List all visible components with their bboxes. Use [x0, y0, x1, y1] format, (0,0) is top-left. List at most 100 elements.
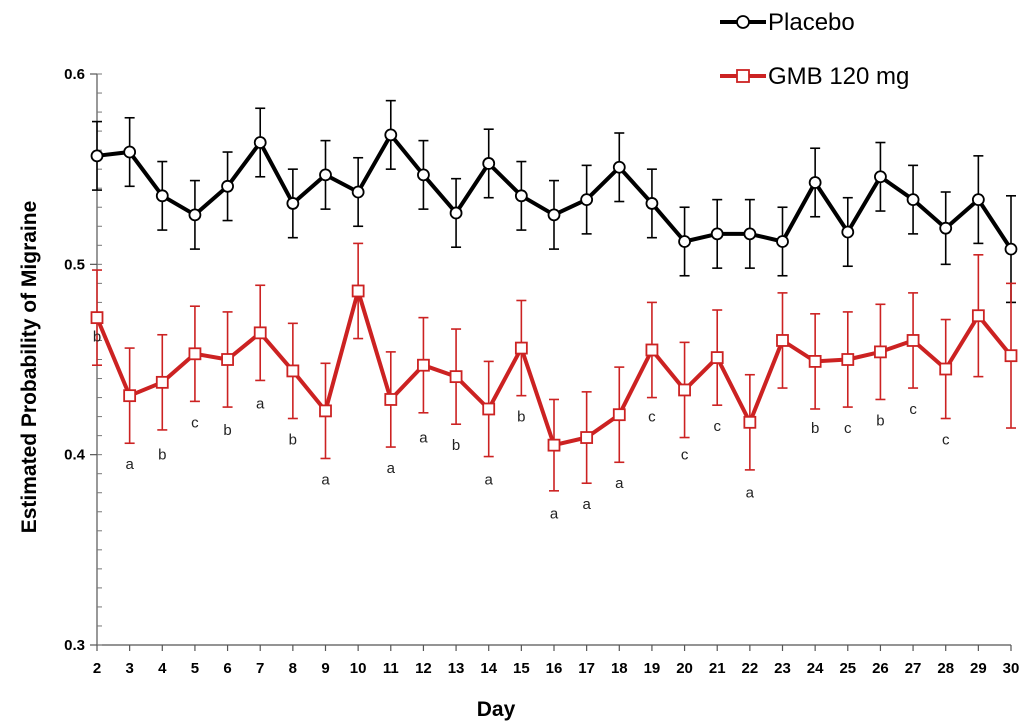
- data-point: [776, 334, 789, 347]
- data-point: [514, 189, 528, 203]
- x-tick-label: 13: [448, 660, 465, 677]
- data-point: [253, 326, 267, 340]
- x-tick-label: 23: [774, 660, 791, 677]
- data-point: [1004, 242, 1018, 256]
- legend-label: GMB 120 mg: [768, 63, 909, 90]
- data-point: [939, 362, 953, 376]
- data-point: [874, 345, 887, 359]
- data-point: [384, 128, 398, 142]
- data-point: [449, 370, 463, 384]
- significance-letter: a: [746, 485, 755, 502]
- data-point: [612, 408, 626, 422]
- data-point: [906, 193, 920, 207]
- data-point: [645, 343, 659, 357]
- data-point: [351, 185, 365, 199]
- data-point: [319, 168, 332, 182]
- data-point: [580, 431, 594, 444]
- significance-letter: c: [942, 431, 950, 448]
- y-tick-label: 0.3: [64, 637, 85, 654]
- x-tick-label: 4: [158, 660, 167, 677]
- data-point: [547, 208, 561, 222]
- significance-letter: a: [256, 395, 265, 412]
- data-point: [1004, 349, 1018, 363]
- x-tick-label: 9: [321, 660, 329, 677]
- significance-letter: a: [321, 471, 330, 488]
- y-tick-label: 0.6: [64, 66, 85, 83]
- data-point: [90, 149, 104, 163]
- legend-label: Placebo: [768, 9, 855, 36]
- data-point: [417, 168, 430, 182]
- y-tick-label: 0.5: [64, 256, 85, 273]
- x-tick-label: 5: [191, 660, 199, 677]
- legend-item-gmb-120mg: GMB 120 mg: [720, 63, 909, 90]
- significance-letter: a: [419, 430, 428, 447]
- significance-letter: b: [811, 420, 819, 437]
- x-tick-label: 18: [611, 660, 628, 677]
- data-point: [971, 309, 985, 323]
- significance-letter: b: [289, 431, 297, 448]
- data-point: [221, 353, 234, 366]
- data-point: [971, 193, 985, 207]
- x-tick-label: 16: [546, 660, 563, 677]
- data-point: [286, 197, 300, 210]
- data-point: [710, 227, 724, 241]
- data-point: [384, 393, 398, 406]
- y-axis-title: Estimated Probability of Migraine: [18, 201, 41, 534]
- significance-letter: b: [223, 422, 231, 439]
- data-point: [319, 404, 332, 418]
- series-placebo: [90, 99, 1018, 304]
- data-point: [188, 208, 202, 222]
- data-point: [482, 402, 496, 416]
- data-point: [939, 221, 953, 235]
- data-point: [90, 311, 104, 325]
- x-tick-label: 3: [125, 660, 133, 677]
- x-axis-title: Day: [477, 698, 516, 721]
- x-tick-label: 30: [1003, 660, 1020, 677]
- data-point: [188, 347, 202, 361]
- significance-letter: a: [615, 475, 624, 492]
- legend-marker: [736, 15, 750, 29]
- data-point: [449, 206, 463, 220]
- data-point: [645, 197, 659, 210]
- data-point: [155, 189, 169, 203]
- data-point: [678, 235, 691, 248]
- data-point: [417, 358, 430, 372]
- series-gmb-120mg: [90, 242, 1018, 492]
- data-point: [612, 160, 626, 174]
- data-point: [874, 170, 887, 184]
- significance-letter: c: [909, 401, 917, 418]
- x-tick-label: 2: [93, 660, 101, 677]
- x-tick-label: 28: [937, 660, 954, 677]
- data-point: [221, 179, 234, 193]
- data-point: [123, 389, 137, 403]
- data-point: [547, 438, 561, 452]
- plot-area: [90, 99, 1018, 492]
- significance-letter: b: [876, 412, 884, 429]
- significance-letter: c: [713, 418, 721, 435]
- x-tick-label: 10: [350, 660, 367, 677]
- data-point: [253, 136, 267, 149]
- x-tick-label: 12: [415, 660, 432, 677]
- x-tick-label: 20: [676, 660, 693, 677]
- significance-letter: b: [93, 329, 101, 346]
- data-point: [841, 353, 855, 366]
- data-point: [286, 364, 300, 378]
- x-tick-label: 8: [289, 660, 297, 677]
- x-tick-label: 17: [578, 660, 595, 677]
- data-point: [808, 176, 822, 189]
- significance-letter: a: [387, 460, 396, 477]
- data-point: [482, 157, 496, 170]
- x-tick-label: 21: [709, 660, 726, 677]
- x-tick-label: 22: [742, 660, 759, 677]
- legend-marker: [736, 69, 750, 83]
- x-tick-label: 27: [905, 660, 922, 677]
- x-tick-label: 24: [807, 660, 824, 677]
- significance-letter: a: [125, 456, 134, 473]
- x-tick-label: 7: [256, 660, 264, 677]
- data-point: [906, 334, 920, 347]
- data-point: [580, 193, 594, 207]
- legend-item-placebo: Placebo: [720, 9, 855, 36]
- x-tick-label: 6: [223, 660, 231, 677]
- data-point: [678, 383, 691, 397]
